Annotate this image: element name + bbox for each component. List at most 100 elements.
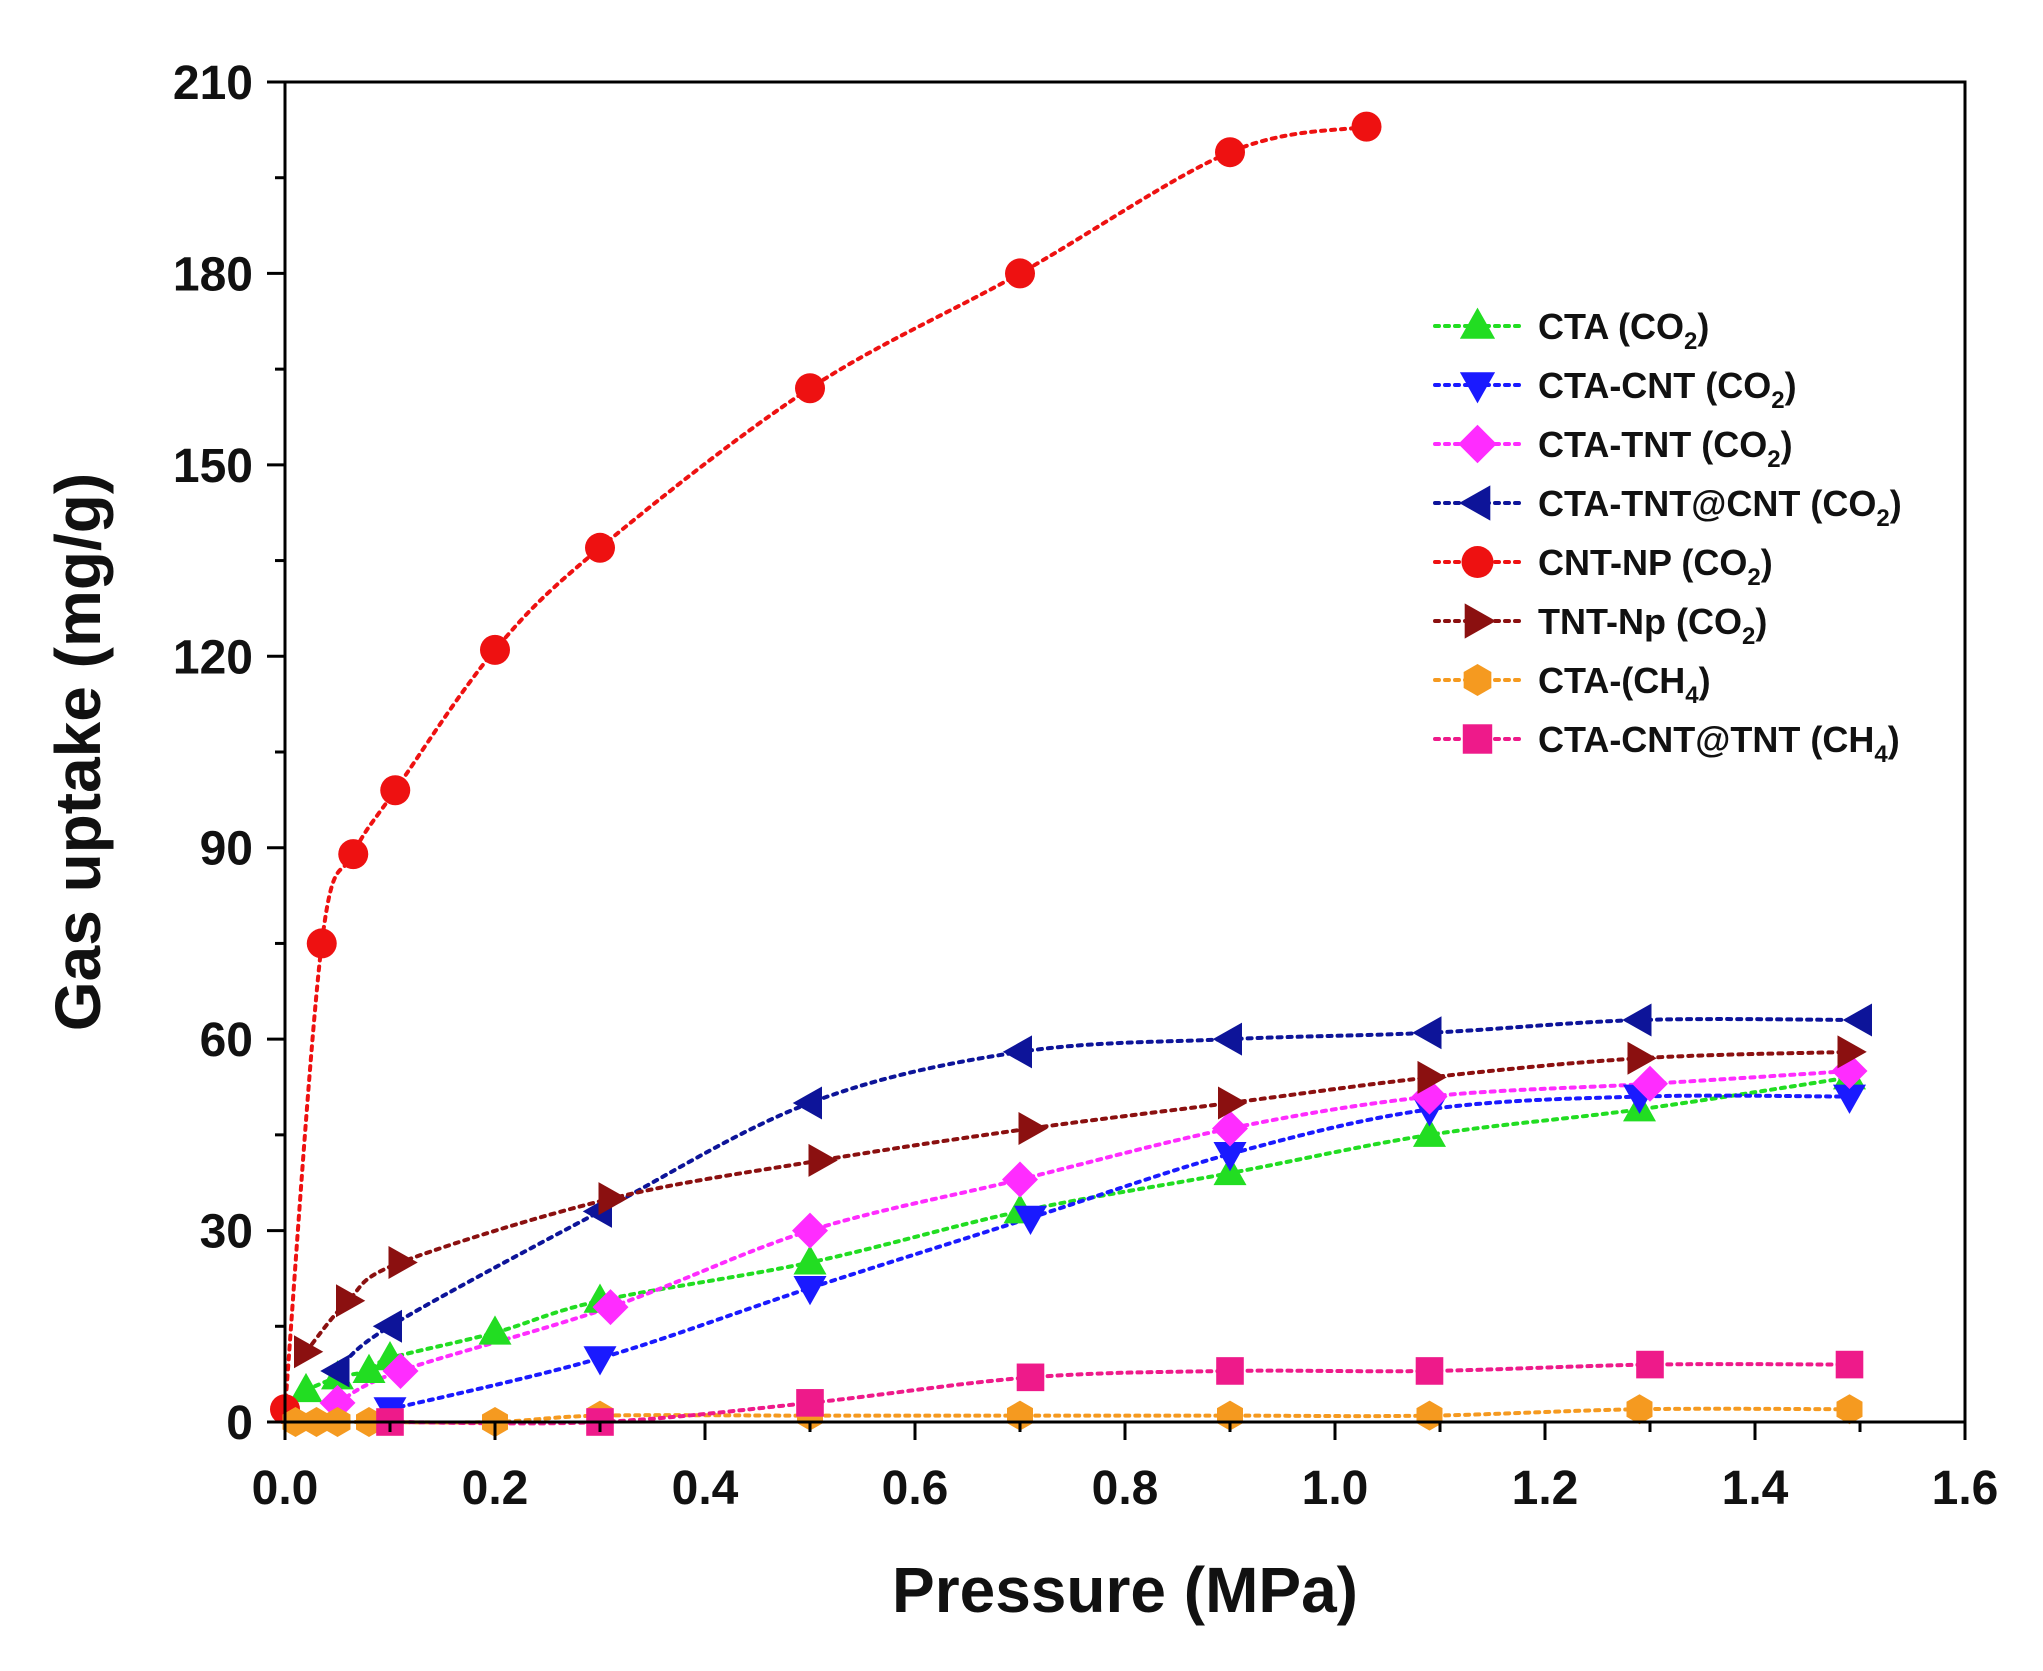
legend-label: TNT-Np (CO2) [1538, 601, 1767, 650]
x-tick-label: 0.8 [1092, 1462, 1159, 1515]
legend-label-tail: ) [1755, 601, 1767, 642]
series-curve-4 [283, 124, 1369, 1412]
data-point [388, 1245, 418, 1279]
legend-label-tail: ) [1781, 424, 1793, 465]
data-point [380, 775, 411, 806]
data-point [478, 1315, 512, 1345]
data-point [1212, 1022, 1242, 1056]
data-point [1016, 1363, 1045, 1392]
series-curve-6 [293, 1406, 1852, 1425]
data-point [294, 1335, 324, 1369]
y-tick-label: 60 [200, 1014, 253, 1067]
data-point [808, 1143, 838, 1177]
data-point [382, 1352, 419, 1389]
legend-label: CTA (CO2) [1538, 306, 1709, 355]
legend-label: CNT-NP (CO2) [1538, 542, 1773, 591]
data-point [1412, 1016, 1442, 1050]
x-tick-label: 1.2 [1512, 1462, 1579, 1515]
legend-label-subscript: 4 [1874, 741, 1888, 768]
data-point [592, 1289, 629, 1326]
x-axis-title: Pressure (MPa) [892, 1554, 1358, 1626]
data-point [1632, 1065, 1668, 1102]
y-tick-label: 0 [226, 1397, 253, 1450]
legend-marker [1459, 485, 1491, 521]
legend-label-main: CTA-TNT@CNT (CO [1538, 483, 1876, 524]
data-point [1415, 1357, 1444, 1385]
data-point [1212, 1110, 1248, 1147]
data-point [583, 1346, 617, 1376]
data-point [1351, 111, 1382, 142]
legend-label-subscript: 2 [1742, 623, 1755, 650]
legend-label: CTA-(CH4) [1538, 660, 1711, 709]
x-tick-label: 0.2 [462, 1462, 529, 1515]
data-point [1626, 1394, 1653, 1425]
data-point [336, 1284, 366, 1318]
legend-label-main: CTA-CNT (CO [1538, 365, 1771, 406]
y-tick-label: 90 [200, 823, 253, 876]
legend-marker [1459, 307, 1496, 339]
data-point [480, 634, 510, 665]
legend-label: CTA-TNT@CNT (CO2) [1538, 483, 1902, 532]
x-tick-label: 1.6 [1932, 1462, 1999, 1515]
legend-marker [1462, 724, 1493, 754]
data-point [1014, 1205, 1047, 1236]
legend-label-subscript: 2 [1771, 387, 1784, 414]
data-point [1005, 258, 1035, 289]
legend-label-tail: ) [1890, 483, 1902, 524]
legend-label-main: CTA-CNT@TNT (CH [1538, 719, 1874, 760]
data-point [352, 1353, 386, 1383]
data-point [1842, 1003, 1872, 1037]
y-axis-title: Gas uptake (mg/g) [42, 473, 114, 1031]
series-curve-1 [388, 1093, 1852, 1412]
series-curve-0 [304, 1075, 1852, 1393]
data-point [1835, 1350, 1864, 1379]
data-point [585, 532, 615, 563]
legend-label-tail: ) [1761, 542, 1773, 583]
x-tick-label: 0.4 [672, 1462, 739, 1515]
y-tick-label: 30 [200, 1206, 253, 1259]
y-tick-label: 150 [173, 440, 253, 493]
data-point [796, 1389, 824, 1417]
data-point [1836, 1394, 1863, 1425]
data-point [795, 373, 825, 404]
data-point [792, 1212, 828, 1249]
y-tick-label: 180 [173, 248, 253, 301]
data-point [1215, 137, 1245, 168]
data-point [1833, 1084, 1866, 1114]
legend-marker [1458, 424, 1497, 464]
data-point [1413, 1117, 1446, 1147]
legend-label-tail: ) [1699, 660, 1711, 701]
data-point [306, 928, 337, 959]
x-tick-label: 0.0 [252, 1462, 319, 1515]
data-point [319, 1384, 356, 1421]
legend-label-subscript: 2 [1876, 505, 1889, 532]
legend-label-tail: ) [1888, 719, 1900, 760]
y-tick-label: 120 [173, 631, 253, 684]
legend-label-main: CTA (CO [1538, 306, 1684, 347]
y-tick-label: 210 [173, 57, 253, 110]
data-point [1417, 1060, 1447, 1094]
data-point [1636, 1350, 1664, 1379]
data-point [320, 1354, 350, 1388]
legend-label: CTA-TNT (CO2) [1538, 424, 1793, 473]
data-point [1018, 1111, 1048, 1145]
data-point [1216, 1357, 1244, 1385]
data-point [1622, 1003, 1652, 1037]
legend-label-tail: ) [1697, 306, 1709, 347]
legend-marker [1463, 664, 1492, 696]
legend-label-main: CNT-NP (CO [1538, 542, 1747, 583]
legend-label-subscript: 2 [1747, 564, 1760, 591]
legend-label-subscript: 4 [1685, 682, 1699, 709]
series-curve-2 [335, 1069, 1852, 1405]
data-point [1837, 1035, 1867, 1069]
data-point [1002, 1161, 1038, 1198]
legend-label-main: CTA-(CH [1538, 660, 1685, 701]
data-point [1627, 1041, 1657, 1075]
legend-label-tail: ) [1785, 365, 1797, 406]
legend-marker [1461, 546, 1494, 578]
x-tick-label: 1.0 [1302, 1462, 1369, 1515]
series-markers [270, 111, 1872, 1437]
data-point [1002, 1035, 1032, 1069]
data-point [793, 1245, 827, 1275]
